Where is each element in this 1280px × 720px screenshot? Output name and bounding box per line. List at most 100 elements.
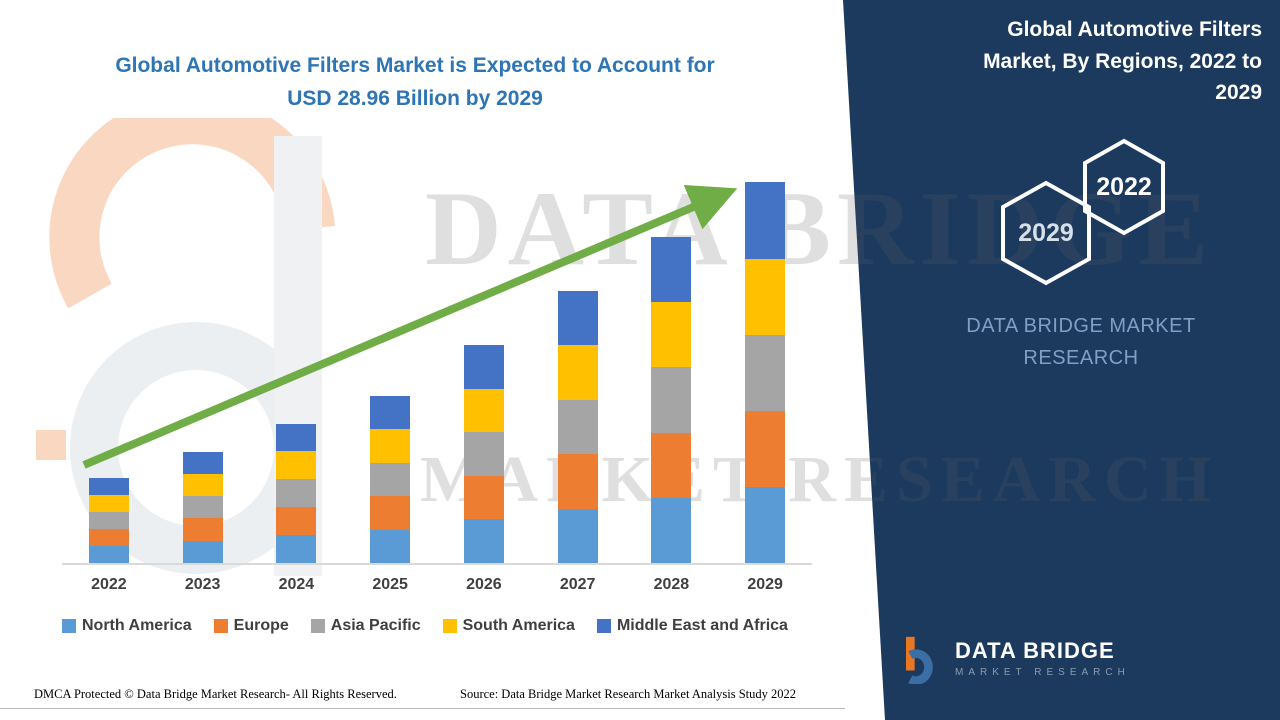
x-axis-label: 2025 (372, 576, 408, 593)
bar-segment (88, 545, 129, 563)
legend-swatch (62, 619, 76, 633)
bar-segment (557, 399, 598, 455)
stacked-bar-2023 (182, 451, 223, 563)
legend-swatch (310, 619, 325, 633)
legend-swatch (213, 619, 228, 633)
stacked-bar-2022 (88, 477, 129, 563)
panel-title: Global Automotive Filters Market, By Reg… (983, 18, 1262, 104)
bar-segment (370, 529, 411, 563)
legend-swatch (442, 619, 457, 633)
company-logo: DATA BRIDGE MARKET RESEARCH (893, 632, 1130, 684)
bar-segment (557, 454, 598, 509)
legend-label: Asia Pacific (330, 617, 421, 634)
x-axis-label: 2024 (278, 576, 315, 593)
hexagon-2022-icon (1083, 138, 1165, 236)
bar-segment (276, 451, 317, 480)
bar-segment (463, 475, 504, 520)
bar-slot-2029 (718, 180, 812, 563)
bar-segment (276, 535, 317, 563)
legend-swatch (596, 619, 611, 633)
badge-2029: 2029 (991, 178, 1101, 288)
legend-item: Europe (213, 617, 289, 635)
x-axis-label: 2023 (184, 576, 221, 593)
legend-label: Middle East and Africa (616, 617, 788, 634)
bar-segment (463, 519, 504, 563)
bar-segment (88, 494, 129, 512)
bar-segment (745, 258, 786, 335)
stacked-bar-2024 (276, 423, 317, 563)
stacked-bar-2028 (651, 237, 692, 563)
bar-segment (88, 528, 129, 546)
x-axis-label: 2027 (559, 576, 596, 593)
stacked-bar-2025 (370, 396, 411, 563)
legend-label: Europe (233, 617, 289, 634)
x-axis-label: 2022 (91, 576, 127, 593)
chart-title: Global Automotive Filters Market is Expe… (85, 50, 745, 115)
legend-item: Middle East and Africa (596, 617, 788, 635)
legend-label: North America (82, 617, 192, 634)
company-logo-name: DATA BRIDGE (955, 638, 1115, 663)
brand-wordmark-line1: DATA BRIDGE MARKET (966, 315, 1196, 337)
bar-segment (463, 388, 504, 433)
bar-segment (370, 496, 411, 530)
bar-slot-2022 (62, 180, 156, 563)
company-logo-subtitle: MARKET RESEARCH (955, 667, 1130, 678)
legend-item: South America (442, 617, 575, 635)
bar-segment (370, 462, 411, 497)
bar-slot-2025 (343, 180, 437, 563)
bar-segment (745, 334, 786, 411)
bar-segment (370, 429, 411, 463)
bar-segment (276, 423, 317, 452)
x-axis-labels: 2022 2023 2024 2025 2026 2027 2028 2029 (62, 576, 812, 594)
bar-slot-2023 (156, 180, 250, 563)
bar-segment (182, 496, 223, 519)
bar-segment (745, 486, 786, 563)
bar-segment (651, 497, 692, 563)
bar-segment (463, 345, 504, 389)
legend-item: Asia Pacific (310, 617, 421, 635)
legend-label: South America (462, 617, 575, 634)
chart-legend: North America Europe Asia Pacific South Ame… (62, 617, 788, 635)
badge-2029-label: 2029 (1018, 218, 1074, 247)
footer-source-text: Source: Data Bridge Market Research Mark… (460, 687, 797, 701)
bar-segment (463, 432, 504, 476)
stacked-bar-2029 (745, 182, 786, 563)
chart-title-line2: USD 28.96 Billion by 2029 (287, 86, 543, 110)
bar-segment (276, 479, 317, 508)
bar-segment (651, 367, 692, 433)
footer-dmca-text: DMCA Protected © Data Bridge Market Rese… (34, 687, 397, 701)
bar-slot-2026 (437, 180, 531, 563)
stacked-bar-2026 (463, 345, 504, 563)
bar-segment (276, 507, 317, 536)
x-axis-label: 2026 (466, 576, 502, 593)
badge-2022: 2022 (1074, 137, 1174, 237)
company-logo-b-icon (906, 636, 933, 684)
bar-segment (182, 451, 223, 474)
right-panel-content: Global Automotive Filters Market, By Reg… (843, 0, 1280, 720)
bar-segment (88, 477, 129, 495)
footer-divider (0, 708, 845, 709)
bar-segment (651, 432, 692, 498)
plot-area (62, 180, 812, 565)
badge-2022-label: 2022 (1096, 172, 1152, 201)
hexagon-2029-icon (1001, 180, 1091, 286)
legend-item: North America (62, 617, 192, 635)
bar-segment (557, 291, 598, 346)
bar-slot-2028 (625, 180, 719, 563)
bar-segment (370, 396, 411, 430)
chart-title-line1: Global Automotive Filters Market is Expe… (115, 54, 715, 77)
bar-segment (745, 182, 786, 259)
bar-segment (88, 511, 129, 529)
stacked-bar-2027 (557, 291, 598, 563)
bar-segment (651, 302, 692, 368)
bar-segment (182, 540, 223, 563)
right-panel-background (843, 0, 1280, 720)
bar-segment (557, 345, 598, 400)
bar-segment (745, 410, 786, 487)
brand-wordmark: DATA BRIDGE MARKET RESEARCH (931, 310, 1231, 374)
bar-segment (182, 518, 223, 541)
bar-segment (182, 473, 223, 497)
x-axis-label: 2028 (653, 576, 690, 593)
brand-wordmark-line2: RESEARCH (1023, 347, 1139, 369)
